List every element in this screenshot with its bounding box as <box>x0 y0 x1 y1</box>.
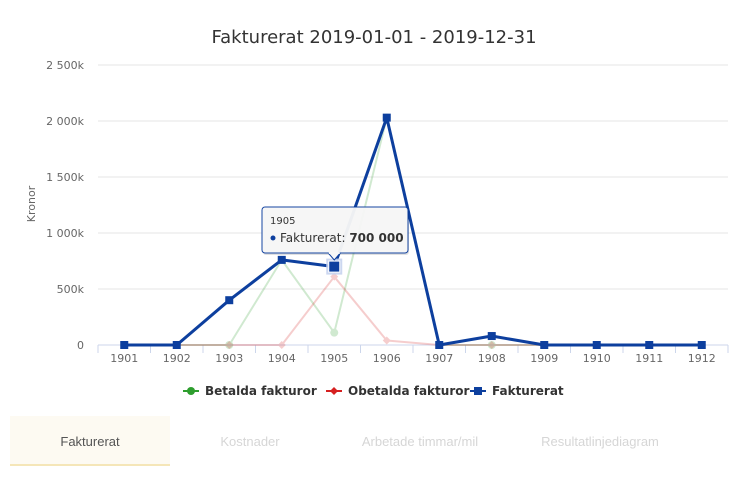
y-tick-label: 2 000k <box>46 115 84 128</box>
grid-lines <box>98 64 728 290</box>
x-tick-label: 1908 <box>478 352 506 365</box>
legend-marker-icon <box>474 387 482 395</box>
series-line <box>124 116 702 347</box>
tooltip-box <box>261 206 409 254</box>
tab-fakturerat[interactable]: Fakturerat <box>10 416 170 466</box>
tooltip: 1905 Fakturerat: 700 000 <box>261 206 409 275</box>
legend-label: Fakturerat <box>492 384 564 398</box>
data-point <box>330 328 339 337</box>
x-tick-label: 1906 <box>373 352 401 365</box>
series-group <box>120 113 706 349</box>
tooltip-value: 700 000 <box>349 231 403 245</box>
tab-resultatlinjediagram[interactable]: Resultatlinjediagram <box>541 434 659 449</box>
chart-title: Fakturerat 2019-01-01 - 2019-12-31 <box>211 27 536 48</box>
y-tick-label: 2 500k <box>46 59 84 72</box>
x-tick-label: 1902 <box>163 352 191 365</box>
y-tick-label: 500k <box>57 283 85 296</box>
legend-label: Obetalda fakturor <box>348 384 469 398</box>
data-point <box>435 341 444 349</box>
x-tick-label: 1910 <box>583 352 611 365</box>
legend-marker-icon <box>187 387 195 395</box>
x-tick-label: 1905 <box>320 352 348 365</box>
tooltip-series-label: Fakturerat: 700 000 <box>280 231 404 245</box>
x-tick-label: 1909 <box>530 352 558 365</box>
data-point <box>225 341 234 349</box>
y-axis-label: Kronor <box>25 185 38 222</box>
series-1 <box>120 272 706 349</box>
data-point <box>645 341 654 349</box>
legend-label: Betalda fakturor <box>205 384 317 398</box>
x-tick-label: 1911 <box>635 352 663 365</box>
line-chart: Fakturerat 2019-01-01 - 2019-12-31 0 500k… <box>25 27 729 398</box>
tooltip-category: 1905 <box>270 216 295 227</box>
x-axis-ticks: 1901 1902 1903 1904 1905 1906 1907 1908 1909 1910… <box>97 345 729 365</box>
series-2 <box>120 113 706 349</box>
y-tick-label: 1 000k <box>46 227 84 240</box>
data-point <box>120 341 129 349</box>
x-tick-label: 1912 <box>688 352 716 365</box>
y-tick-label: 0 <box>77 339 84 352</box>
data-point <box>225 341 234 349</box>
x-tick-label: 1901 <box>110 352 138 365</box>
tab-kostnader[interactable]: Kostnader <box>220 434 280 449</box>
series-line <box>124 275 702 346</box>
legend-marker-icon <box>330 387 338 395</box>
data-point <box>172 341 181 349</box>
data-point <box>277 341 286 349</box>
y-tick-label: 1 500k <box>46 171 84 184</box>
data-point <box>592 341 601 349</box>
tooltip-marker-icon <box>270 235 276 241</box>
chart-tabs: Fakturerat Kostnader Arbetade timmar/mil… <box>10 416 739 466</box>
data-point <box>697 341 706 349</box>
data-point <box>382 113 391 122</box>
data-point <box>487 332 496 341</box>
legend: Betalda fakturor Obetalda fakturor Fakture… <box>183 384 564 398</box>
data-point <box>487 341 496 349</box>
y-axis-ticks: 0 500k 1 000k 1 500k 2 000k 2 500k <box>46 59 84 352</box>
data-point <box>487 341 496 349</box>
data-point <box>330 272 339 281</box>
data-point <box>225 296 234 305</box>
x-tick-label: 1903 <box>215 352 243 365</box>
x-tick-label: 1907 <box>425 352 453 365</box>
x-tick-label: 1904 <box>268 352 296 365</box>
highlight-point <box>328 260 341 273</box>
data-point <box>277 255 286 264</box>
data-point <box>382 336 391 345</box>
data-point <box>540 341 549 349</box>
tab-arbetade-timmar[interactable]: Arbetade timmar/mil <box>361 434 479 449</box>
tooltip-pointer-cover <box>328 252 340 254</box>
